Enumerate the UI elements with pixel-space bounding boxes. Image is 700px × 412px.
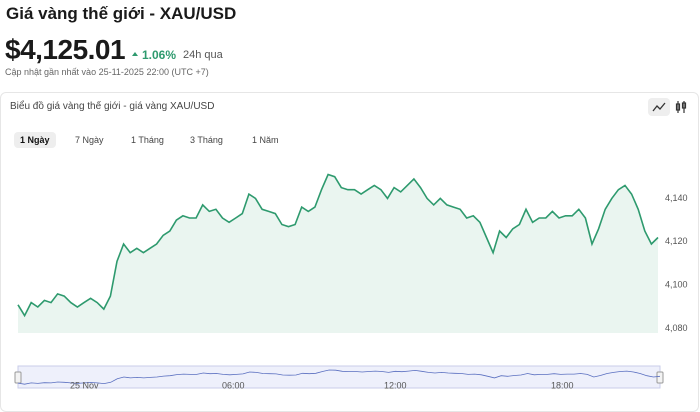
page: Giá vàng thế giới - XAU/USD $4,125.01 1.… bbox=[0, 4, 699, 412]
area-fill bbox=[18, 174, 658, 333]
up-arrow bbox=[132, 52, 138, 56]
range-tab[interactable]: 3 Tháng bbox=[190, 135, 223, 145]
price-line bbox=[17, 173, 659, 318]
y-tick-label: 4,080 bbox=[665, 323, 688, 333]
line-chart-button[interactable] bbox=[648, 98, 670, 116]
y-tick-label: 4,100 bbox=[665, 280, 688, 290]
y-tick-label: 4,120 bbox=[665, 236, 688, 246]
chart: 4,080 4,100 4,120 4,140 25 Nov 06:00 12:00 18:0… bbox=[14, 52, 688, 390]
update-time: Cập nhật gần nhất vào 25-11-2025 22:00 (… bbox=[5, 67, 209, 77]
navigator-line bbox=[17, 369, 661, 385]
price: $4,125.01 bbox=[5, 34, 126, 65]
navigator-label: 06:00 bbox=[222, 380, 245, 390]
page-title: Giá vàng thế giới - XAU/USD bbox=[6, 4, 237, 23]
range-tab[interactable]: 1 Năm bbox=[252, 135, 279, 145]
range-tab[interactable]: 7 Ngày bbox=[75, 135, 104, 145]
panel-title: Biểu đồ giá vàng thế giới - giá vàng XAU… bbox=[10, 101, 215, 112]
range-tab[interactable]: 1 Tháng bbox=[131, 135, 164, 145]
navigator-label: 18:00 bbox=[551, 380, 574, 390]
navigator-label: 12:00 bbox=[384, 380, 407, 390]
change-period: 24h qua bbox=[183, 49, 223, 61]
range-tab[interactable]: 1 Ngày bbox=[14, 132, 56, 148]
price-change: 1.06% bbox=[142, 48, 177, 62]
navigator-label: 25 Nov bbox=[70, 380, 99, 390]
nav-handle[interactable] bbox=[14, 371, 22, 384]
y-tick-label: 4,140 bbox=[665, 193, 688, 203]
line-icon bbox=[652, 102, 666, 112]
candle-button[interactable] bbox=[675, 101, 687, 113]
nav-handle[interactable] bbox=[656, 371, 664, 384]
